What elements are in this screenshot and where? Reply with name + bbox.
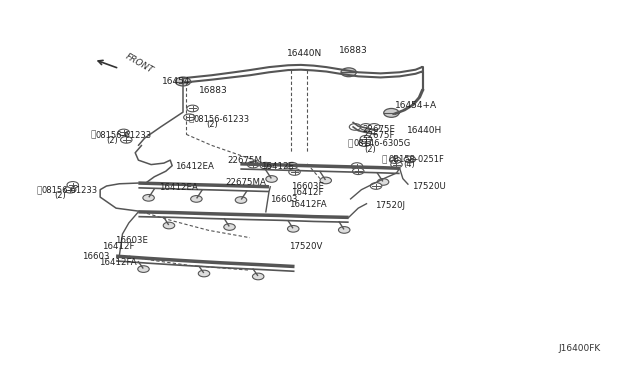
Circle shape — [391, 161, 402, 168]
Text: 16412FA: 16412FA — [289, 201, 327, 209]
Circle shape — [351, 163, 363, 169]
Text: 22675F: 22675F — [363, 131, 395, 140]
Text: 17520V: 17520V — [289, 243, 323, 251]
Text: 16412EA: 16412EA — [159, 183, 198, 192]
Text: Ⓑ: Ⓑ — [189, 115, 194, 124]
Circle shape — [252, 273, 264, 280]
Circle shape — [289, 169, 300, 175]
Text: 16412E: 16412E — [261, 161, 294, 170]
Circle shape — [384, 109, 399, 117]
Circle shape — [120, 137, 132, 143]
Text: (2): (2) — [207, 120, 218, 129]
Text: 22675M: 22675M — [227, 156, 262, 166]
Text: 0B158-0251F: 0B158-0251F — [388, 155, 444, 164]
Text: 16412F: 16412F — [102, 243, 134, 251]
Circle shape — [404, 156, 415, 163]
Circle shape — [67, 182, 79, 188]
Text: 17520J: 17520J — [376, 201, 405, 210]
Text: 16440N: 16440N — [287, 49, 322, 58]
Circle shape — [339, 227, 350, 233]
Text: 08146-6305G: 08146-6305G — [354, 140, 411, 148]
Circle shape — [378, 179, 389, 185]
Text: 16412F: 16412F — [291, 188, 324, 197]
Text: (4): (4) — [403, 160, 415, 169]
Circle shape — [247, 161, 259, 168]
Circle shape — [184, 114, 195, 121]
Circle shape — [118, 129, 129, 136]
Text: 16440H: 16440H — [406, 126, 442, 135]
Text: 16603E: 16603E — [291, 182, 324, 191]
Circle shape — [65, 186, 76, 193]
Text: 17520U: 17520U — [412, 182, 446, 191]
Circle shape — [163, 222, 175, 229]
Circle shape — [359, 140, 371, 147]
Circle shape — [320, 177, 332, 184]
Text: 16883: 16883 — [199, 86, 228, 95]
Circle shape — [341, 68, 356, 77]
Circle shape — [369, 124, 380, 130]
Circle shape — [236, 197, 246, 203]
Text: 16603E: 16603E — [115, 236, 148, 245]
Text: 16603: 16603 — [270, 195, 298, 204]
Text: 16412EA: 16412EA — [175, 162, 214, 171]
Circle shape — [371, 183, 382, 189]
Text: 08156-61233: 08156-61233 — [194, 115, 250, 124]
Text: 08156-61233: 08156-61233 — [96, 131, 152, 140]
Text: FRONT: FRONT — [124, 52, 155, 75]
Circle shape — [266, 176, 277, 182]
Text: 16454+A: 16454+A — [395, 101, 437, 110]
Circle shape — [287, 225, 299, 232]
Text: Ⓑ: Ⓑ — [381, 155, 387, 164]
Text: 08156-61233: 08156-61233 — [42, 186, 98, 195]
Circle shape — [138, 266, 149, 272]
Circle shape — [143, 195, 154, 201]
Circle shape — [224, 224, 236, 230]
Text: 16883: 16883 — [339, 46, 368, 55]
Text: Ⓑ: Ⓑ — [348, 140, 353, 148]
Text: (2): (2) — [365, 145, 376, 154]
Circle shape — [191, 196, 202, 202]
Circle shape — [187, 105, 198, 112]
Text: 16412FA: 16412FA — [99, 258, 136, 267]
Text: (2): (2) — [106, 136, 118, 145]
Circle shape — [198, 270, 210, 277]
Text: Ⓑ: Ⓑ — [37, 186, 42, 195]
Circle shape — [260, 162, 271, 169]
Text: 16603: 16603 — [83, 251, 110, 261]
Circle shape — [286, 162, 298, 169]
Circle shape — [360, 124, 372, 130]
Circle shape — [360, 135, 372, 142]
Circle shape — [390, 157, 401, 163]
Circle shape — [349, 124, 361, 130]
Text: 22675E: 22675E — [363, 125, 396, 134]
Text: (2): (2) — [54, 191, 66, 200]
Text: Ⓑ: Ⓑ — [90, 131, 96, 140]
Circle shape — [353, 168, 364, 174]
Text: 22675MA: 22675MA — [226, 178, 267, 187]
Circle shape — [175, 77, 191, 86]
Text: 16454: 16454 — [162, 77, 191, 86]
Text: J16400FK: J16400FK — [559, 344, 601, 353]
